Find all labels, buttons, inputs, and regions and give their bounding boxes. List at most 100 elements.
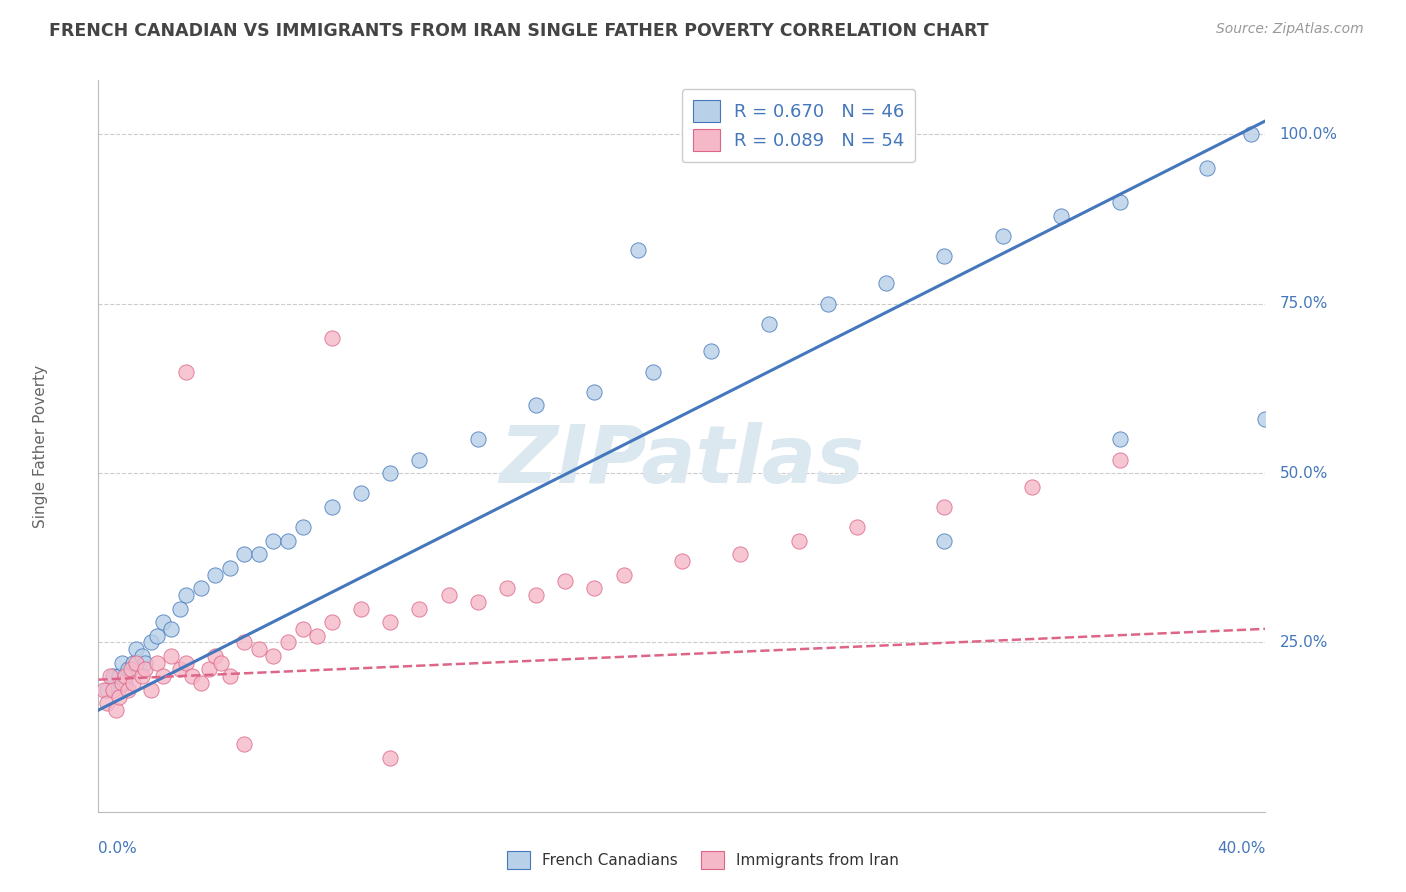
Point xyxy=(700,344,723,359)
Point xyxy=(307,629,329,643)
Legend: French Canadians, Immigrants from Iran: French Canadians, Immigrants from Iran xyxy=(501,845,905,875)
Point xyxy=(583,384,606,399)
Point xyxy=(247,642,270,657)
Point xyxy=(139,635,162,649)
Point xyxy=(524,588,547,602)
Point xyxy=(111,656,134,670)
Point xyxy=(262,533,284,548)
Point xyxy=(380,615,402,629)
Point xyxy=(114,676,136,690)
Point xyxy=(131,648,153,663)
Point xyxy=(380,466,402,480)
Point xyxy=(554,574,576,589)
Point xyxy=(627,243,650,257)
Point xyxy=(846,520,869,534)
Point xyxy=(934,500,956,514)
Point xyxy=(139,682,162,697)
Point xyxy=(787,533,810,548)
Text: 75.0%: 75.0% xyxy=(1279,296,1327,311)
Point xyxy=(277,533,299,548)
Point xyxy=(321,331,343,345)
Point xyxy=(1195,161,1218,176)
Point xyxy=(146,629,169,643)
Point xyxy=(583,581,606,595)
Point xyxy=(277,635,299,649)
Point xyxy=(1050,209,1073,223)
Point xyxy=(190,581,212,595)
Text: ZIPatlas: ZIPatlas xyxy=(499,422,865,500)
Point xyxy=(134,663,156,677)
Point xyxy=(247,547,270,561)
Point xyxy=(233,737,256,751)
Point xyxy=(291,520,314,534)
Text: 0.0%: 0.0% xyxy=(98,841,138,856)
Point xyxy=(117,663,139,677)
Point xyxy=(321,615,343,629)
Point xyxy=(198,663,221,677)
Point xyxy=(233,547,256,561)
Point xyxy=(496,581,519,595)
Text: 40.0%: 40.0% xyxy=(1218,841,1265,856)
Point xyxy=(169,663,191,677)
Point xyxy=(467,595,489,609)
Point xyxy=(408,601,430,615)
Point xyxy=(101,669,124,683)
Point xyxy=(350,486,373,500)
Point xyxy=(291,622,314,636)
Point xyxy=(108,690,131,704)
Point xyxy=(204,567,226,582)
Point xyxy=(350,601,373,615)
Point xyxy=(180,669,202,683)
Text: Single Father Poverty: Single Father Poverty xyxy=(32,365,48,527)
Point xyxy=(114,669,136,683)
Point xyxy=(321,500,343,514)
Point xyxy=(1108,452,1130,467)
Point xyxy=(152,615,174,629)
Point xyxy=(934,249,956,263)
Point xyxy=(380,750,402,764)
Point xyxy=(991,229,1014,244)
Text: 50.0%: 50.0% xyxy=(1279,466,1327,481)
Point xyxy=(160,648,183,663)
Point xyxy=(934,533,956,548)
Point xyxy=(209,656,232,670)
Point xyxy=(111,676,134,690)
Point xyxy=(467,432,489,446)
Point xyxy=(125,642,148,657)
Point xyxy=(174,364,197,378)
Text: 25.0%: 25.0% xyxy=(1279,635,1327,650)
Point xyxy=(730,547,752,561)
Point xyxy=(204,648,226,663)
Point xyxy=(671,554,693,568)
Point xyxy=(408,452,430,467)
Point xyxy=(93,682,115,697)
Point xyxy=(174,656,197,670)
Point xyxy=(612,567,634,582)
Point xyxy=(96,697,118,711)
Point xyxy=(122,656,145,670)
Point xyxy=(218,561,240,575)
Point xyxy=(108,669,131,683)
Point xyxy=(125,656,148,670)
Point xyxy=(218,669,240,683)
Point xyxy=(262,648,284,663)
Point xyxy=(174,588,197,602)
Point xyxy=(1108,195,1130,210)
Text: 100.0%: 100.0% xyxy=(1279,127,1337,142)
Point xyxy=(96,682,118,697)
Point xyxy=(233,635,256,649)
Point xyxy=(817,297,839,311)
Text: Source: ZipAtlas.com: Source: ZipAtlas.com xyxy=(1216,22,1364,37)
Point xyxy=(131,669,153,683)
Point xyxy=(437,588,460,602)
Point xyxy=(104,703,127,717)
Point xyxy=(1108,432,1130,446)
Point xyxy=(1254,412,1277,426)
Point xyxy=(134,656,156,670)
Point xyxy=(120,663,142,677)
Point xyxy=(160,622,183,636)
Point xyxy=(146,656,169,670)
Point xyxy=(152,669,174,683)
Point xyxy=(1240,128,1263,142)
Point xyxy=(875,277,897,291)
